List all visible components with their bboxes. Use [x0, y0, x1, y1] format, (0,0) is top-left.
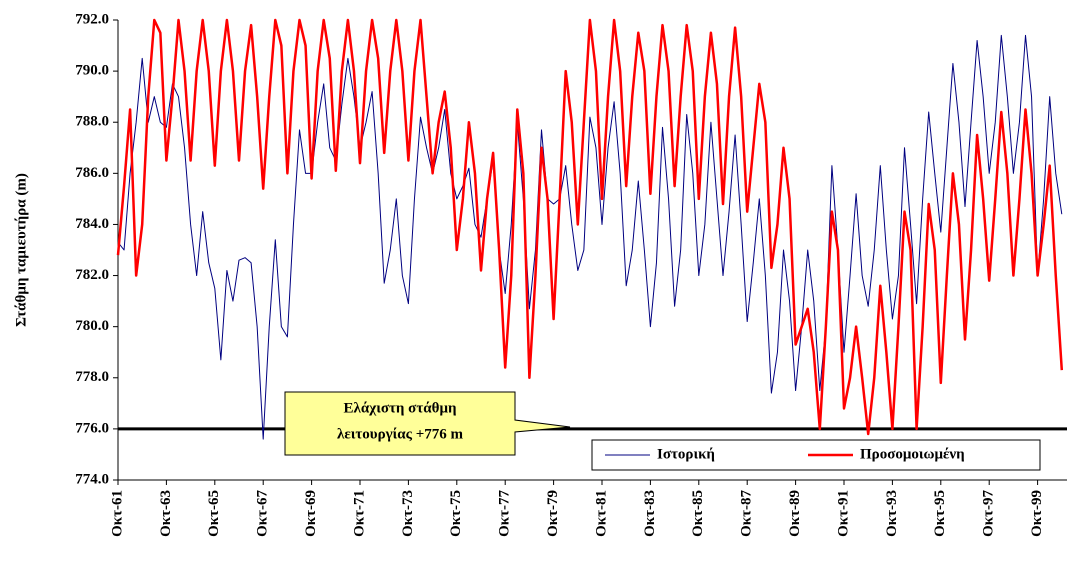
- annotation-text: λειτουργίας +776 m: [337, 426, 464, 442]
- legend-label: Ιστορική: [657, 446, 715, 462]
- x-tick-label: Οκτ-87: [739, 490, 755, 537]
- y-tick-label: 792.0: [75, 11, 109, 27]
- x-tick-label: Οκτ-67: [255, 490, 271, 537]
- y-tick-label: 778.0: [75, 369, 109, 385]
- x-tick-label: Οκτ-89: [787, 490, 803, 537]
- x-tick-label: Οκτ-69: [303, 490, 319, 537]
- legend-label: Προσομοιωμένη: [860, 446, 965, 462]
- y-tick-label: 790.0: [75, 63, 109, 79]
- y-tick-label: 780.0: [75, 318, 109, 334]
- x-tick-label: Οκτ-93: [884, 490, 900, 537]
- x-tick-label: Οκτ-97: [981, 490, 997, 537]
- series-line: [116, 18, 1064, 436]
- annotation-text: Ελάχιστη στάθμη: [344, 400, 457, 416]
- x-tick-label: Οκτ-81: [593, 490, 609, 537]
- annotation-box: [284, 391, 571, 456]
- x-tick-label: Οκτ-77: [497, 490, 513, 537]
- x-tick-label: Οκτ-73: [400, 490, 416, 537]
- x-tick-label: Οκτ-75: [448, 490, 464, 537]
- series-line: [117, 34, 1063, 440]
- y-tick-label: 788.0: [75, 114, 109, 130]
- y-tick-label: 776.0: [75, 420, 109, 436]
- x-tick-label: Οκτ-95: [932, 490, 948, 537]
- x-tick-label: Οκτ-65: [206, 490, 222, 537]
- x-tick-label: Οκτ-83: [642, 490, 658, 537]
- x-tick-label: Οκτ-79: [545, 490, 561, 537]
- y-tick-label: 774.0: [75, 471, 109, 487]
- x-tick-label: Οκτ-91: [835, 490, 851, 537]
- x-tick-label: Οκτ-85: [690, 490, 706, 537]
- x-tick-label: Οκτ-61: [109, 490, 125, 537]
- y-tick-label: 782.0: [75, 267, 109, 283]
- y-tick-label: 784.0: [75, 216, 109, 232]
- y-axis-label: Στάθμη ταμιευτήρα (m): [13, 173, 29, 327]
- y-tick-label: 786.0: [75, 165, 109, 181]
- x-tick-label: Οκτ-71: [351, 490, 367, 537]
- x-tick-label: Οκτ-63: [158, 490, 174, 537]
- x-tick-label: Οκτ-99: [1029, 490, 1045, 537]
